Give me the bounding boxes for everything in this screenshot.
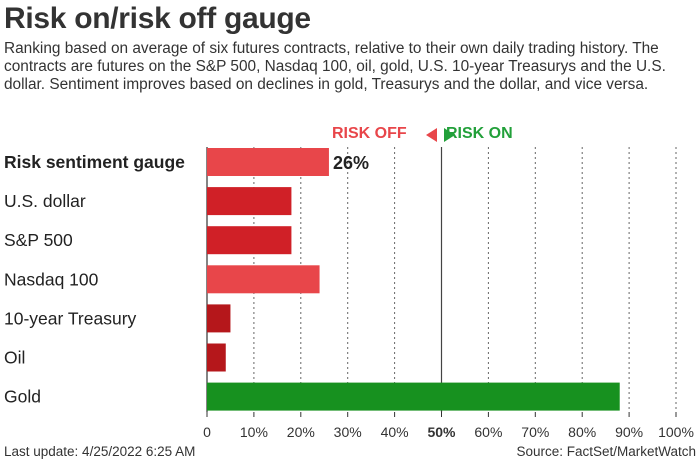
arrow-left-icon [426,128,437,142]
chart-title: Risk on/risk off gauge [4,2,311,35]
category-label: Oil [4,348,25,368]
bar [207,343,226,372]
x-tick-label: 100% [658,424,694,440]
category-label: 10-year Treasury [4,308,137,328]
bar [207,265,320,294]
x-tick-label: 40% [381,424,409,440]
category-label: S&P 500 [4,230,73,250]
last-update: Last update: 4/25/2022 6:25 AM [4,444,196,459]
x-tick-label: 70% [521,424,549,440]
legend-risk-on: RISK ON [446,125,513,142]
x-tick-label: 90% [615,424,643,440]
x-tick-label: 50% [427,424,456,440]
bar [207,226,292,255]
category-label: Risk sentiment gauge [4,152,185,172]
x-tick-label: 10% [240,424,268,440]
source-note: Source: FactSet/MarketWatch [516,444,696,459]
data-label: 26% [333,153,369,173]
chart-subtitle: Ranking based on average of six futures … [4,40,666,93]
legend-risk-off: RISK OFF [332,125,407,142]
x-tick-label: 0 [203,424,211,440]
bar [207,187,292,216]
x-tick-label: 30% [334,424,362,440]
x-tick-label: 60% [474,424,502,440]
category-label: Nasdaq 100 [4,269,99,289]
category-label: Gold [4,387,41,407]
bar [207,382,620,411]
category-label: U.S. dollar [4,191,86,211]
x-tick-label: 80% [568,424,596,440]
bar [207,148,329,176]
x-tick-label: 20% [287,424,315,440]
arrow-right-icon [444,128,455,142]
bar [207,304,231,333]
